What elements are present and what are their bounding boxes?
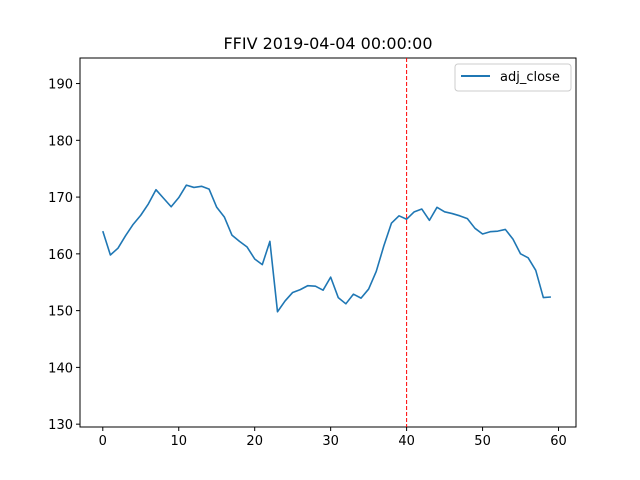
y-tick-label: 160	[48, 248, 73, 263]
y-axis: 130 140 150 160 170 180 190	[48, 78, 80, 433]
y-tick-label: 140	[48, 361, 73, 376]
legend-box	[454, 63, 572, 92]
series-line-adj-close	[102, 184, 551, 313]
legend: adj_close	[454, 63, 572, 92]
x-tick-label: 20	[246, 434, 263, 449]
x-tick-label: 40	[398, 434, 415, 449]
y-tick-label: 130	[48, 418, 73, 433]
y-tick-label: 170	[48, 191, 73, 206]
chart-title: FFIV 2019-04-04 00:00:00	[223, 34, 432, 53]
y-tick-label: 190	[48, 78, 73, 93]
legend-label: adj_close	[500, 70, 560, 85]
y-tick-label: 180	[48, 134, 73, 149]
x-tick-label: 10	[170, 434, 187, 449]
plot-area	[79, 57, 577, 428]
x-axis: 0 10 20 30 40 50 60	[99, 427, 567, 449]
x-tick-label: 30	[322, 434, 339, 449]
x-tick-label: 0	[99, 434, 107, 449]
x-tick-label: 50	[474, 434, 491, 449]
y-tick-label: 150	[48, 305, 73, 320]
x-tick-label: 60	[550, 434, 567, 449]
plot-frame	[79, 57, 577, 428]
